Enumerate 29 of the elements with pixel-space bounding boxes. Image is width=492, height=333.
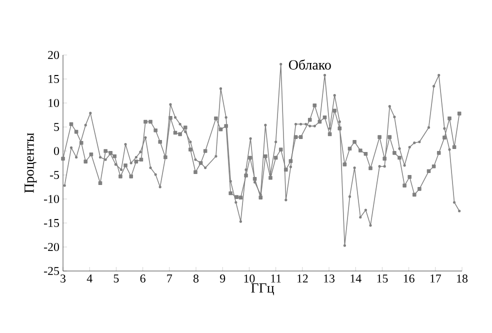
x-tick-label: 16 — [404, 274, 414, 283]
y-tick-label: -5 — [50, 171, 60, 179]
y-tick-label: -20 — [44, 242, 60, 252]
x-tick-label: 15 — [377, 274, 388, 283]
x-tick-label: 18 — [457, 274, 468, 283]
x-tick-label: 5 — [114, 274, 119, 282]
x-tick-label: 11 — [271, 274, 281, 282]
y-tick-label: 0 — [54, 146, 60, 156]
x-tick-label: 8 — [193, 274, 199, 283]
y-tick-label: -15 — [44, 218, 60, 227]
x-axis-title: ГГц — [251, 283, 274, 296]
x-tick-label: 9 — [220, 274, 226, 283]
annotation: Облако — [288, 59, 331, 70]
y-tick-label: 5 — [54, 123, 60, 131]
x-tick-label: 12 — [297, 274, 308, 282]
x-tick-label: 17 — [430, 274, 442, 282]
x-tick-label: 14 — [350, 274, 362, 282]
y-tick-label: 10 — [48, 98, 60, 108]
x-tick-label: 13 — [324, 274, 335, 283]
y-tick-label: -10 — [44, 194, 60, 204]
x-tick-label: 10 — [244, 274, 255, 283]
y-tick-label: 20 — [48, 50, 60, 60]
y-tick-label: 15 — [48, 74, 60, 83]
x-tick-label: 7 — [167, 274, 172, 282]
x-tick-label: 4 — [86, 274, 92, 282]
x-tick-label: 3 — [60, 274, 66, 283]
y-axis-title: Проценты — [24, 133, 37, 193]
x-tick-label: 6 — [140, 274, 146, 283]
y-tick-label: -25 — [44, 266, 60, 276]
